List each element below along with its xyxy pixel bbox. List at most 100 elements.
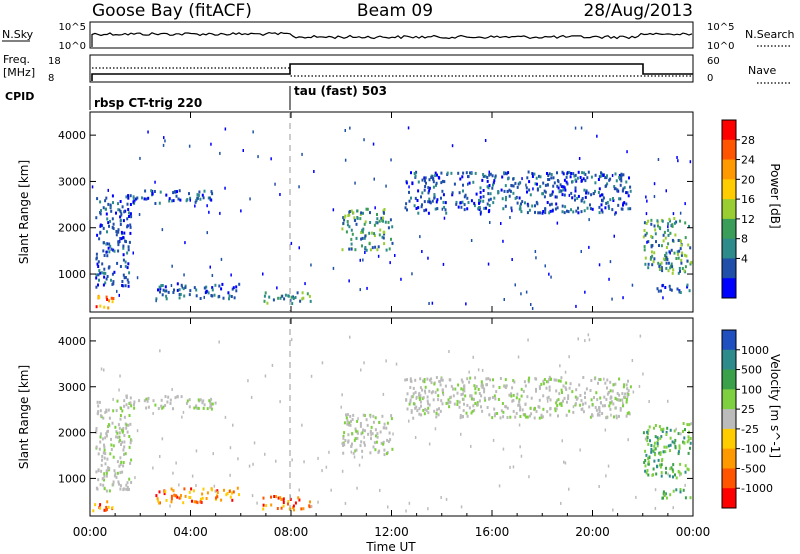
range-cell: [211, 402, 214, 406]
range-cell: [442, 200, 445, 204]
range-cell: [345, 230, 348, 234]
range-cell: [659, 263, 662, 267]
range-cell: [115, 409, 118, 413]
range-cell: [111, 421, 114, 425]
range-cell: [679, 462, 682, 466]
range-cell: [228, 294, 231, 298]
range-cell: [381, 219, 384, 223]
range-cell: [555, 407, 558, 411]
range-cell: [342, 216, 344, 220]
range-cell: [572, 410, 575, 414]
range-cell: [420, 195, 422, 199]
range-cell: [522, 389, 525, 393]
x-tick-label: 04:00: [173, 525, 208, 539]
range-cell: [445, 401, 448, 405]
colorbar-swatch: [722, 199, 736, 220]
range-cell: [658, 425, 661, 429]
range-cell: [512, 177, 515, 181]
range-cell: [419, 394, 422, 398]
range-cell: [105, 212, 108, 216]
range-cell: [654, 488, 657, 492]
range-cell: [503, 171, 505, 175]
range-cell: [537, 405, 540, 409]
range-cell: [618, 174, 621, 177]
range-cell: [486, 176, 489, 179]
range-cell: [106, 430, 109, 434]
range-cell: [198, 190, 201, 194]
range-cell: [615, 416, 618, 420]
range-cell: [405, 509, 407, 513]
colorbar-frame: [721, 119, 737, 299]
range-cell: [211, 488, 213, 492]
range-cell: [199, 500, 202, 504]
range-cell: [540, 382, 543, 386]
colorbar-swatch: [722, 468, 736, 489]
range-cell: [543, 189, 546, 193]
range-cell: [342, 434, 345, 438]
range-cell: [155, 494, 158, 498]
range-cell: [209, 265, 211, 269]
range-cell: [169, 398, 172, 402]
range-cell: [541, 211, 544, 215]
range-cell: [619, 398, 622, 402]
range-cell: [103, 275, 106, 279]
range-cell: [437, 398, 440, 402]
range-cell: [186, 198, 189, 201]
range-cell: [136, 276, 139, 280]
range-cell: [414, 436, 417, 439]
range-cell: [133, 199, 136, 203]
range-cell: [419, 400, 422, 404]
range-cell: [252, 462, 254, 466]
range-cell: [663, 494, 666, 497]
range-cell: [553, 181, 556, 185]
range-cell: [550, 202, 553, 206]
range-cell: [218, 284, 221, 288]
range-cell: [342, 451, 345, 455]
range-cell: [115, 233, 118, 237]
range-cell: [494, 174, 497, 178]
range-cell: [106, 500, 109, 504]
range-cell: [593, 396, 595, 399]
range-cell: [510, 206, 513, 210]
range-cell: [491, 186, 494, 190]
range-cell: [528, 188, 531, 192]
range-cell: [449, 400, 452, 404]
range-cell: [555, 401, 558, 405]
range-cell: [581, 171, 584, 175]
range-cell: [460, 505, 463, 509]
range-cell: [157, 407, 160, 410]
range-cell: [99, 440, 102, 444]
range-cell: [99, 503, 102, 507]
range-cell: [347, 423, 350, 427]
range-cell: [601, 193, 603, 197]
colorbar-tick-label: -500: [741, 462, 766, 475]
range-cell: [271, 363, 274, 367]
range-cell: [486, 185, 489, 189]
range-cell: [227, 291, 230, 295]
range-cell: [175, 194, 178, 198]
range-cell: [584, 290, 586, 294]
range-cell: [280, 506, 283, 510]
range-cell: [512, 465, 515, 469]
range-cell: [665, 445, 668, 449]
range-cell: [580, 126, 583, 130]
range-cell: [355, 448, 358, 452]
range-cell: [96, 411, 99, 415]
range-cell: [660, 471, 663, 475]
range-cell: [162, 288, 165, 292]
range-cell: [620, 207, 623, 211]
range-cell: [350, 419, 352, 423]
range-cell: [282, 498, 285, 502]
range-cell: [104, 452, 107, 455]
range-cell: [577, 170, 580, 174]
range-cell: [481, 385, 484, 389]
range-cell: [383, 422, 386, 426]
range-cell: [384, 220, 387, 224]
range-cell: [124, 452, 127, 456]
range-cell: [232, 423, 234, 427]
range-cell: [687, 438, 690, 442]
colorbar-swatch: [722, 409, 736, 430]
range-cell: [559, 364, 561, 368]
range-cell: [95, 470, 98, 474]
range-cell: [354, 248, 357, 252]
